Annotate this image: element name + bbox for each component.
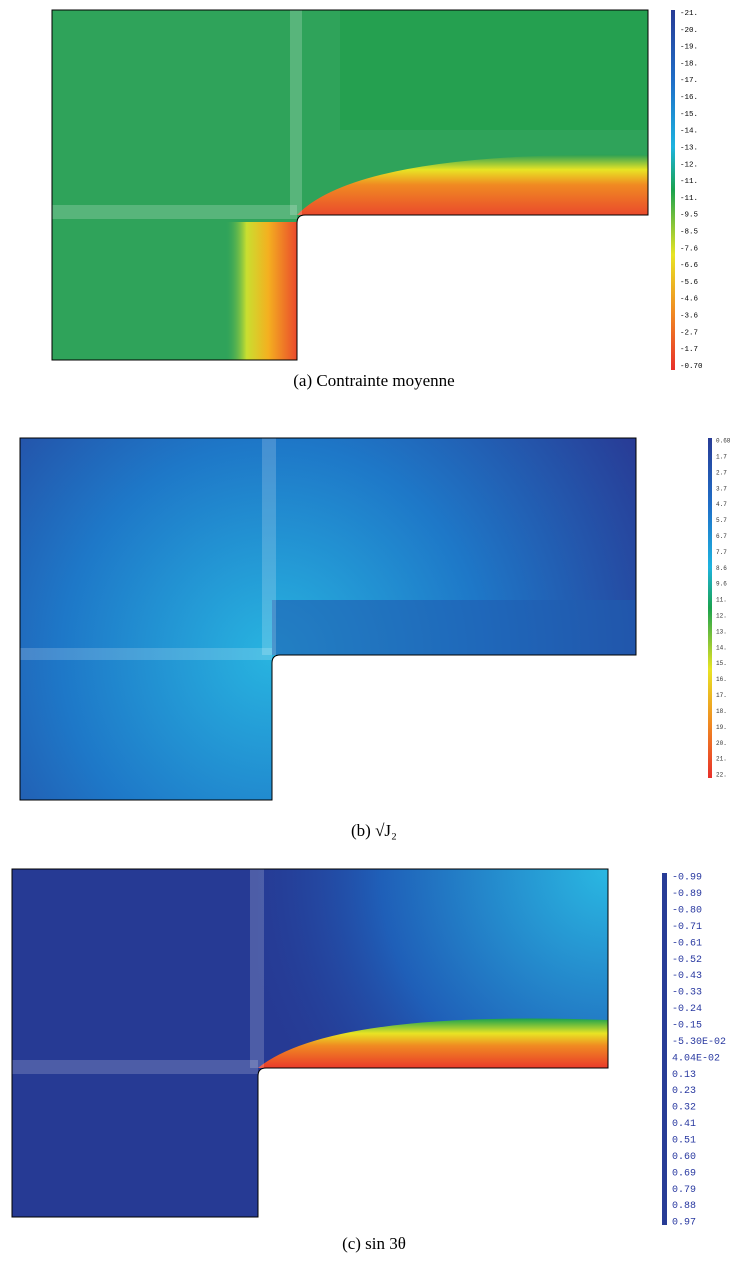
colorbar-label: -0.15 [672, 1020, 702, 1031]
colorbar-label: 0.32 [672, 1103, 696, 1114]
colorbar-label: 8.6 [716, 565, 727, 572]
colorbar-label: -0.70 [680, 363, 703, 371]
colorbar-label: -6.6 [680, 262, 699, 270]
colorbar-label: -8.5 [680, 229, 699, 237]
colorbar-label: 13. [716, 628, 727, 635]
colorbar-label: -0.43 [672, 971, 702, 982]
colorbar-label: 0.69 [672, 1168, 696, 1179]
colorbar-label: -3.6 [680, 313, 699, 321]
colorbar-label: -11. [680, 195, 698, 203]
colorbar-label: -7.6 [680, 245, 699, 253]
colorbar-label: 18. [716, 708, 727, 715]
colorbar-label: -0.99 [672, 873, 702, 884]
colorbar-label: 4.7 [716, 501, 727, 508]
field-b [20, 438, 636, 800]
colorbar-labels: -21. -20. -19. -18. -17. -16. -15. -14. -13. -12.… [672, 10, 731, 1229]
colorbar-label: 21. [716, 756, 727, 763]
colorbar-label: 5.7 [716, 517, 727, 524]
colorbar-label: -15. [680, 111, 698, 119]
colorbar-label: -18. [680, 60, 698, 68]
colorbar-label: -0.61 [672, 938, 702, 949]
caption: (b) √J₂ [351, 821, 397, 840]
colorbar-label: 0.68 [716, 438, 731, 445]
caption: (c) sin 3θ [342, 1234, 406, 1253]
colorbar-label: -21. [680, 10, 698, 18]
colorbar-label: -14. [680, 128, 698, 136]
colorbar-label: -0.71 [672, 922, 702, 933]
colorbar-label: 15. [716, 660, 727, 667]
colorbar-label: 17. [716, 692, 727, 699]
colorbar-label: 0.23 [672, 1086, 696, 1097]
caption: (a) Contrainte moyenne [293, 371, 454, 390]
colorbar-label: 0.41 [672, 1119, 696, 1130]
colorbar-label: -5.30E-02 [672, 1037, 726, 1048]
colorbar-label: -2.7 [680, 329, 698, 337]
colorbar-label: -16. [680, 94, 698, 102]
colorbar-label: -0.33 [672, 988, 702, 999]
colorbar-label: -4.6 [680, 296, 699, 304]
colorbar-label: 7.7 [716, 549, 727, 556]
colorbar-label: -17. [680, 77, 698, 85]
colorbar-label: -9.5 [680, 212, 699, 220]
colorbar-label: -20. [680, 27, 698, 35]
colorbar-label: 0.79 [672, 1185, 696, 1196]
colorbar-label: -0.80 [672, 905, 702, 916]
colorbar-label: 22. [716, 772, 727, 779]
colorbar-label: -0.89 [672, 889, 702, 900]
colorbar-label: 0.97 [672, 1218, 696, 1229]
field-c [12, 869, 608, 1217]
colorbar-label: 11. [716, 597, 727, 604]
colorbar-label: -5.6 [680, 279, 699, 287]
field-a [52, 10, 648, 360]
colorbar-label: 14. [716, 644, 727, 651]
colorbar-label: 0.51 [672, 1135, 696, 1146]
colorbar-label: 1.7 [716, 453, 727, 460]
colorbar-label: 2.7 [716, 469, 727, 476]
colorbar-label: 6.7 [716, 533, 727, 540]
colorbar-label: 0.88 [672, 1201, 696, 1212]
colorbar-label: -19. [680, 44, 698, 52]
colorbar-label: -0.24 [672, 1004, 702, 1015]
colorbar-label: 16. [716, 676, 727, 683]
colorbar-label: -1.7 [680, 346, 698, 354]
colorbar-label: 20. [716, 740, 727, 747]
colorbar-label: 12. [716, 613, 727, 620]
colorbar-label: 0.60 [672, 1152, 696, 1163]
colorbar-label: 3.7 [716, 485, 727, 492]
colorbar-label: 9.6 [716, 581, 727, 588]
colorbar-label: -11. [680, 178, 698, 186]
colorbar-label: 19. [716, 724, 727, 731]
colorbar-label: -12. [680, 161, 698, 169]
colorbar-label: -0.52 [672, 955, 702, 966]
colorbar-label: 0.13 [672, 1070, 696, 1081]
colorbar-label: 4.04E-02 [672, 1053, 720, 1064]
colorbar-label: -13. [680, 144, 698, 152]
